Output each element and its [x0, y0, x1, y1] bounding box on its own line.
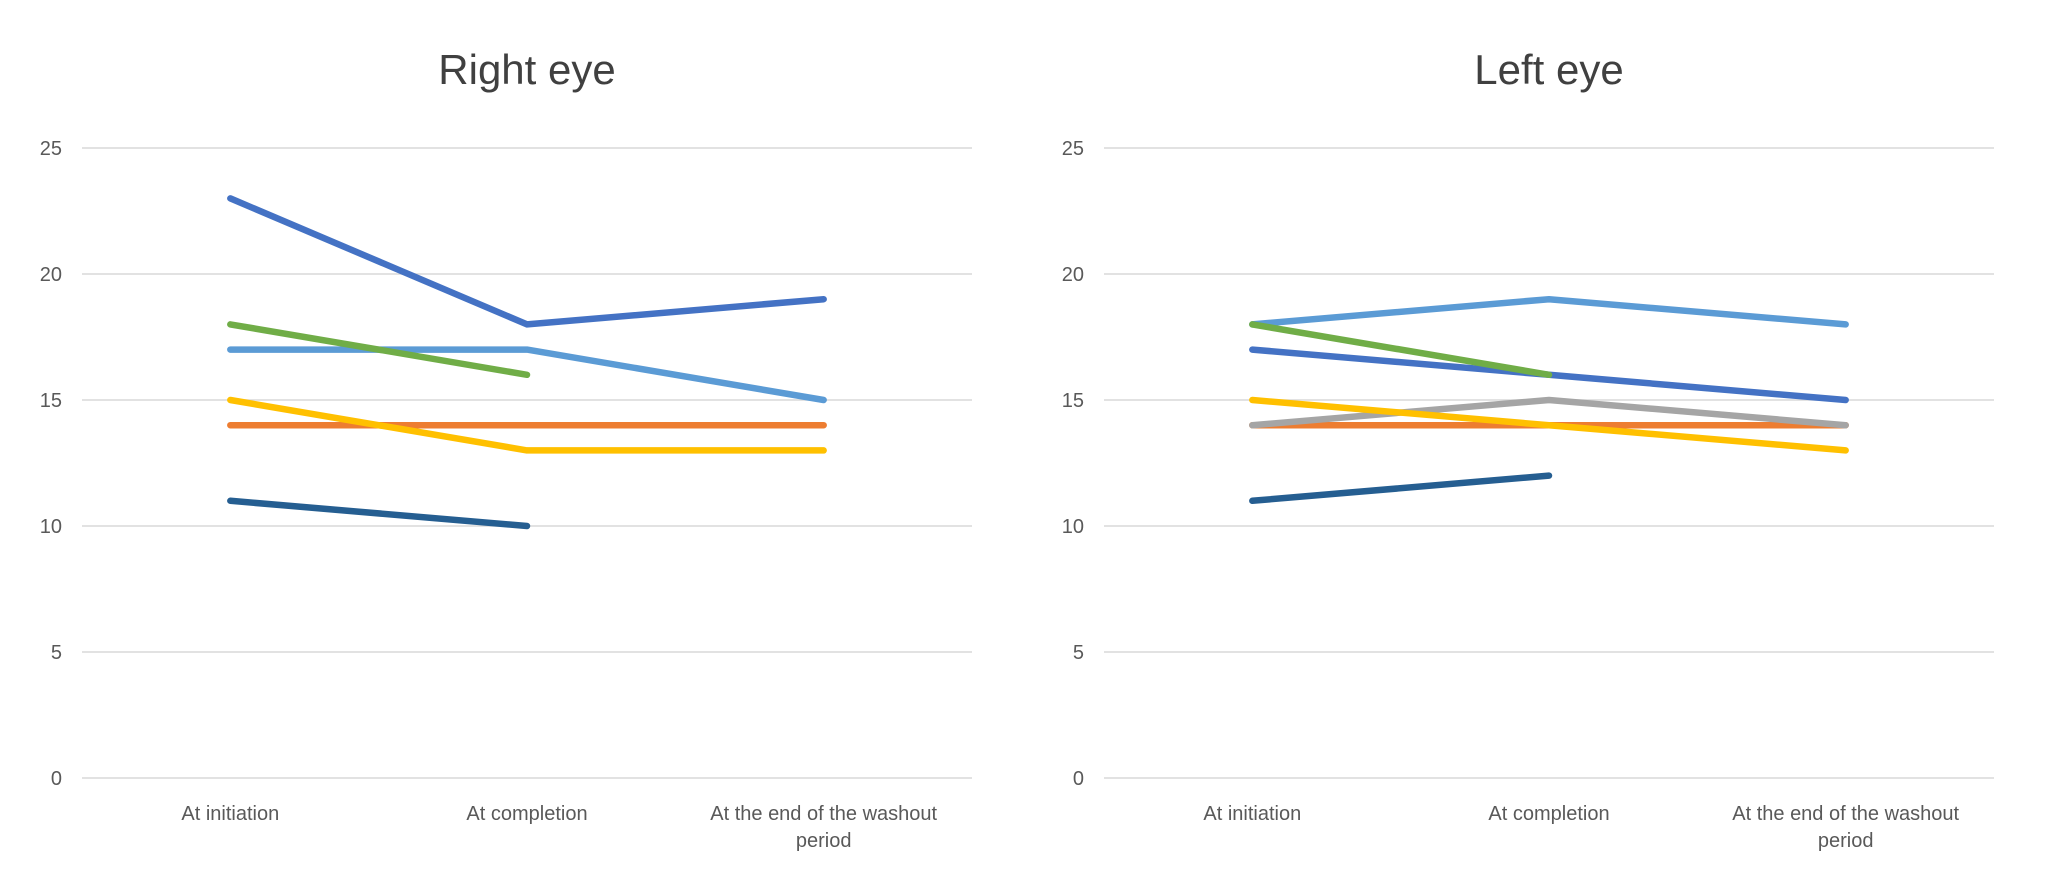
chart-right-eye-plot: 0 5 10 15 20 25 At initiation At completion At t… [40, 138, 972, 852]
y-tick-label: 20 [40, 264, 62, 286]
y-tick-label: 10 [1062, 516, 1084, 538]
x-axis-label: At completion [1488, 803, 1609, 825]
y-tick-label: 5 [51, 642, 62, 664]
series-line-green [1249, 321, 1553, 379]
series-line-light-blue [1249, 295, 1849, 328]
x-axis-label: At completion [466, 803, 587, 825]
y-tick-label: 5 [1073, 642, 1084, 664]
series-line-yellow [1249, 396, 1849, 454]
x-axis-label: At the end of the washout period [710, 803, 937, 852]
series-line-yellow [227, 396, 827, 454]
series-line-dark-navy [227, 497, 531, 530]
chart-title: Right eye [438, 46, 615, 93]
chart-title: Left eye [1474, 46, 1623, 93]
chart-left-eye: Left eye 0 5 10 15 20 25 At initiation At compl… [1022, 0, 2044, 873]
y-tick-label: 10 [40, 516, 62, 538]
chart-left-eye-plot: 0 5 10 15 20 25 At initiation At completion At t… [1062, 138, 1994, 852]
series-line-light-blue [227, 346, 827, 404]
y-tick-label: 0 [51, 768, 62, 790]
chart-right-eye: Right eye 0 5 10 15 20 25 At initiation At comp… [0, 0, 1022, 873]
x-axis-label: At the end of the washout period [1732, 803, 1959, 852]
series-line-dark-navy [1249, 472, 1553, 505]
chart-right-eye-canvas: Right eye 0 5 10 15 20 25 At initiation At comp… [40, 46, 972, 852]
x-axis-label: At initiation [181, 803, 279, 825]
chart-left-eye-canvas: Left eye 0 5 10 15 20 25 At initiation At compl… [1062, 46, 1994, 852]
y-tick-label: 25 [1062, 138, 1084, 160]
series-line-green [227, 321, 531, 379]
y-tick-label: 15 [40, 390, 62, 412]
y-tick-label: 25 [40, 138, 62, 160]
y-tick-label: 20 [1062, 264, 1084, 286]
series-line-gray [1249, 396, 1849, 429]
x-axis-label: At initiation [1203, 803, 1301, 825]
y-tick-label: 15 [1062, 390, 1084, 412]
y-tick-label: 0 [1073, 768, 1084, 790]
series-line-medium-blue [227, 195, 827, 328]
